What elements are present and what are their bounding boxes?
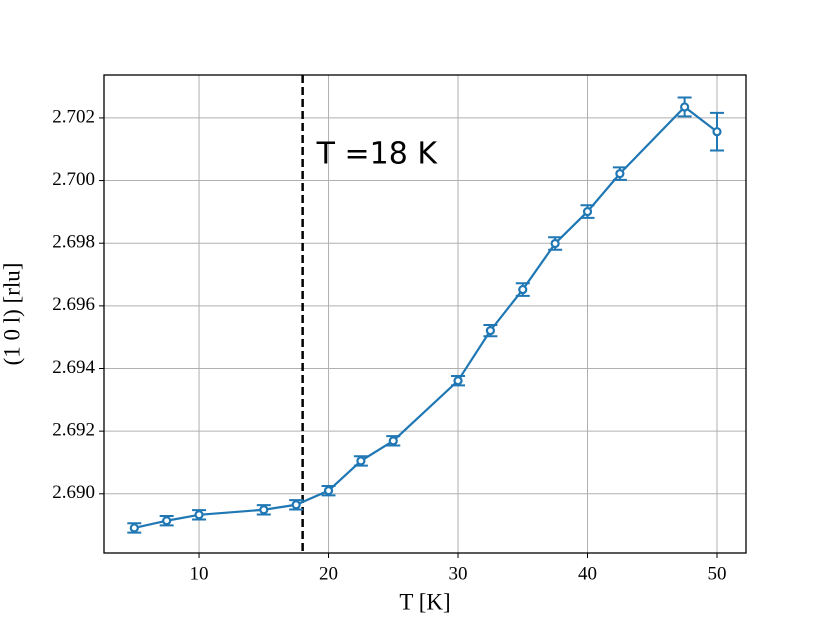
data-point (453, 376, 463, 386)
data-point (259, 505, 269, 515)
data-point (712, 127, 722, 137)
y-tick-label: 2.696 (52, 294, 95, 315)
y-tick-label: 2.702 (52, 106, 95, 127)
y-axis-label: (1 0 l) [rlu] (0, 263, 24, 366)
y-tick-label: 2.698 (52, 232, 95, 253)
data-point (129, 523, 139, 533)
x-tick-label: 50 (707, 563, 726, 584)
y-tick-label: 2.692 (52, 420, 95, 441)
x-tick-label: 20 (319, 563, 338, 584)
data-point (582, 206, 593, 217)
data-point (162, 516, 172, 526)
x-tick-label: 30 (449, 563, 468, 584)
y-tick-label: 2.700 (52, 169, 95, 190)
data-point (323, 486, 334, 496)
y-tick-label: 2.694 (52, 357, 95, 378)
data-point (388, 436, 398, 446)
data-point (550, 238, 560, 249)
data-point (291, 500, 301, 510)
plot-frame (103, 74, 747, 554)
data-point (615, 169, 625, 179)
y-tick-label: 2.690 (52, 482, 95, 503)
data-point (194, 510, 204, 520)
x-axis-label: T [K] (399, 589, 450, 614)
data-point (680, 102, 690, 112)
x-tick-label: 10 (190, 563, 209, 584)
data-point (356, 456, 366, 466)
data-point (518, 284, 528, 295)
x-tick-label: 40 (578, 563, 597, 584)
data-point (485, 326, 495, 336)
data-line (134, 105, 718, 530)
annotation: T =18 K (316, 137, 439, 172)
